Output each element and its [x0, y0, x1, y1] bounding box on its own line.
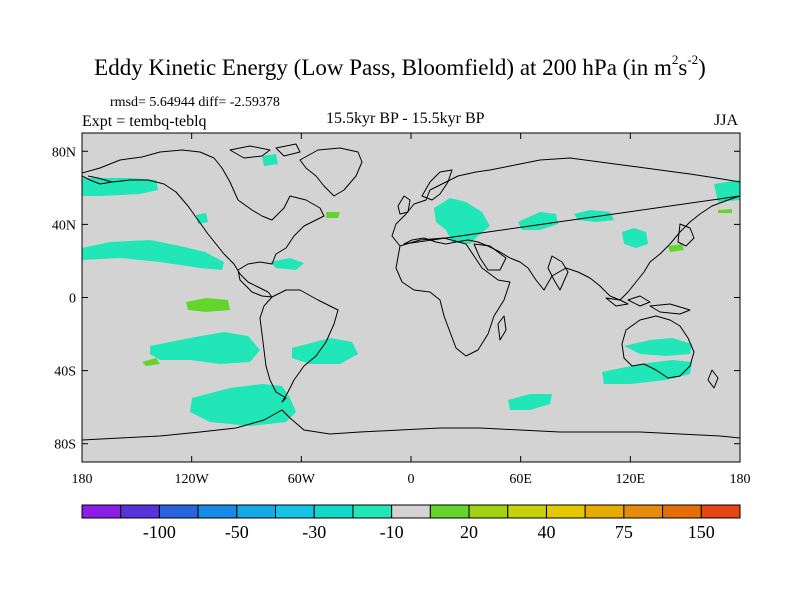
colorbar-label: 150: [688, 522, 715, 542]
north-pacific-small-region: [718, 209, 732, 213]
lon-tick-label: 120W: [175, 472, 210, 487]
colorbar-swatch: [236, 504, 277, 519]
lon-tick-label: 0: [408, 472, 415, 487]
north-atlantic-region: [196, 213, 208, 224]
central-asia-region: [518, 212, 558, 230]
positive-anomaly-regions: [142, 209, 732, 366]
nh-pacific-region-east: [82, 240, 224, 270]
colorbar-swatch: [545, 504, 586, 519]
colorbar-swatch: [197, 504, 238, 519]
colorbar-swatch: [662, 504, 702, 519]
madagascar-coast: [497, 315, 507, 341]
colorbar-label: -10: [380, 522, 404, 542]
colorbar-label: 40: [537, 522, 555, 542]
lat-tick-label: 80S: [54, 438, 76, 453]
stats-text: rmsd= 5.64944 diff= -2.59378: [110, 95, 280, 110]
lon-tick-label: 60E: [509, 472, 532, 487]
colorbar-label: 75: [615, 522, 633, 542]
gulf-region: [270, 258, 304, 270]
negative-anomaly-regions: [82, 154, 740, 426]
africa-coast: [395, 237, 511, 357]
new-zealand-coast: [707, 369, 719, 389]
south-pacific-small-region: [142, 358, 160, 366]
lon-tick-label: 120E: [616, 472, 646, 487]
europe-region: [434, 198, 490, 244]
colorbar-swatch: [313, 504, 354, 519]
southern-ocean-region: [508, 394, 552, 410]
south-atlantic-region: [292, 338, 358, 364]
japan-coast: [677, 223, 695, 247]
arabia-coast: [473, 243, 507, 271]
colorbar-swatch: [158, 504, 199, 519]
colorbar-swatch: [120, 504, 160, 519]
period-label: 15.5kyr BP - 15.5kyr BP: [326, 110, 485, 127]
colorbar-swatch: [468, 504, 509, 519]
atlantic-small-region: [326, 212, 340, 218]
colorbar-swatch: [391, 504, 431, 519]
south-pacific-region-b: [190, 384, 296, 426]
south-pacific-region-a: [150, 332, 260, 364]
scandinavia-coast: [421, 169, 453, 201]
colorbar-swatch: [623, 504, 664, 519]
east-china-sea-region: [668, 244, 684, 252]
longitude-axis: 180 120W 60W 0 60E 120E 180: [72, 133, 751, 487]
colorbar-swatch: [507, 504, 547, 519]
colorbar-label: -100: [143, 522, 176, 542]
colorbar-swatch: [429, 504, 470, 519]
canada-arctic-islands: [229, 143, 301, 159]
nh-pacific-region-west: [82, 178, 158, 196]
uk-coast: [397, 195, 411, 215]
north-america-coast: [82, 149, 325, 298]
colorbar-swatch: [352, 504, 393, 519]
siberia-region: [574, 210, 614, 222]
australia-coast: [621, 315, 695, 379]
lon-tick-label: 180: [730, 472, 751, 487]
north-america-region: [262, 154, 278, 166]
colorbar-swatch: [81, 504, 122, 519]
colorbar-label: 20: [460, 522, 478, 542]
coastlines: [82, 143, 740, 441]
season-label: JJA: [714, 112, 739, 129]
lat-tick-label: 40S: [54, 365, 76, 380]
lon-tick-label: 60W: [288, 472, 316, 487]
east-asia-region: [622, 228, 648, 248]
experiment-label: Expt = tembq-teblq: [82, 113, 207, 130]
alaska-coast: [82, 175, 113, 185]
lat-tick-label: 40N: [52, 218, 76, 233]
lat-tick-label: 0: [69, 292, 76, 307]
latitude-axis: 80N 40N 0 40S 80S: [52, 145, 740, 453]
south-america-coast: [259, 289, 339, 403]
tropical-pacific-region: [186, 298, 230, 312]
colorbar-swatch: [584, 504, 625, 519]
antarctica-coast: [82, 409, 740, 441]
colorbar-label: -30: [302, 522, 326, 542]
colorbar: -100 -50 -30 -10 20 40 75 150: [81, 504, 741, 542]
greenland-coast: [299, 147, 363, 197]
australia-region: [624, 338, 692, 356]
lon-tick-label: 180: [72, 472, 93, 487]
colorbar-label: -50: [225, 522, 249, 542]
colorbar-swatch: [700, 504, 741, 519]
india-coast: [547, 255, 569, 291]
indonesia-coast: [605, 295, 691, 315]
map-background: [82, 133, 740, 462]
colorbar-swatch: [275, 504, 315, 519]
map-title: Eddy Kinetic Energy (Low Pass, Bloomfiel…: [94, 52, 706, 80]
lat-tick-label: 80N: [52, 145, 76, 160]
